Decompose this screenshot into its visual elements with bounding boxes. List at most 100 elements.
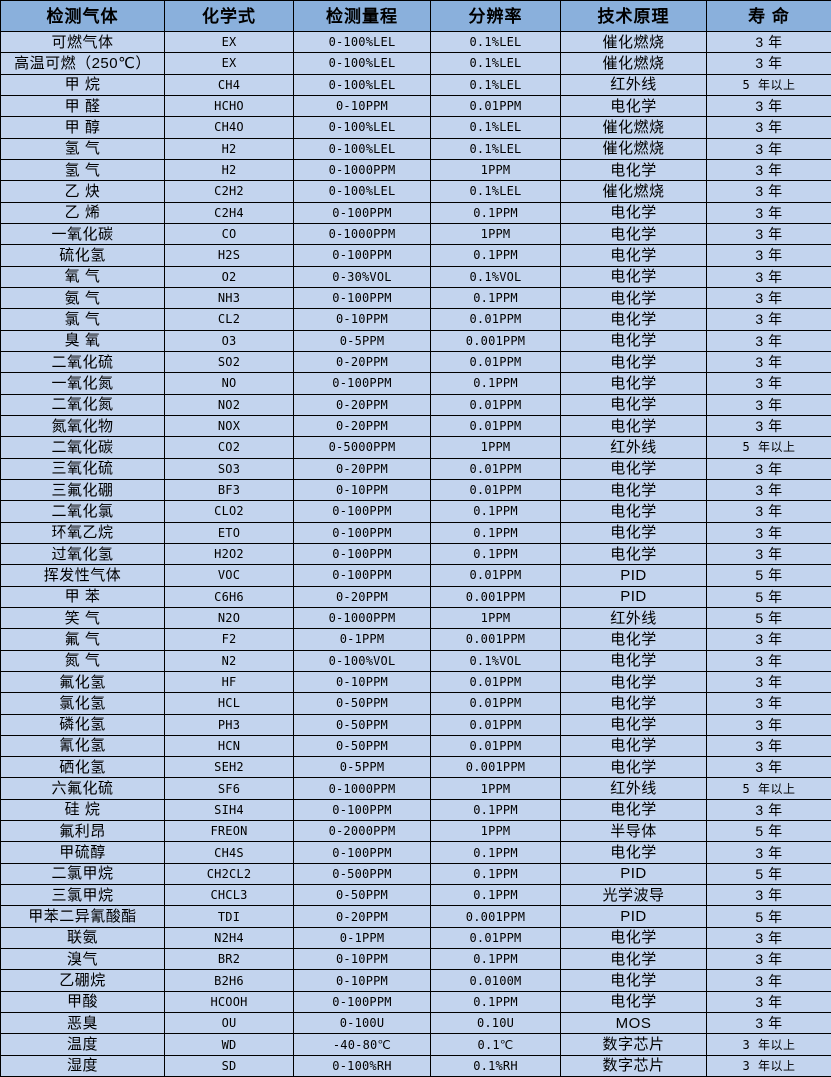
cell-gas: 乙 炔 [1, 181, 165, 202]
cell-resolution: 0.01PPM [431, 309, 561, 330]
cell-resolution: 0.1PPM [431, 885, 561, 906]
cell-principle: 红外线 [561, 437, 707, 458]
cell-formula: HCL [165, 693, 294, 714]
cell-range: 0-50PPM [294, 885, 431, 906]
cell-resolution: 0.001PPM [431, 586, 561, 607]
cell-life: 3 年 [707, 202, 831, 223]
cell-range: 0-1PPM [294, 927, 431, 948]
cell-principle: 电化学 [561, 373, 707, 394]
cell-principle: 电化学 [561, 927, 707, 948]
cell-formula: O2 [165, 266, 294, 287]
cell-formula: O3 [165, 330, 294, 351]
cell-range: 0-20PPM [294, 586, 431, 607]
cell-life: 3 年 [707, 394, 831, 415]
cell-life: 3 年 [707, 714, 831, 735]
cell-life: 3 年 [707, 479, 831, 500]
cell-life: 3 年 [707, 991, 831, 1012]
cell-life: 5 年 [707, 586, 831, 607]
cell-life: 3 年 [707, 885, 831, 906]
cell-principle: 催化燃烧 [561, 117, 707, 138]
cell-principle: 电化学 [561, 501, 707, 522]
cell-range: 0-10PPM [294, 95, 431, 116]
cell-principle: 电化学 [561, 693, 707, 714]
cell-gas: 过氧化氢 [1, 543, 165, 564]
cell-gas: 高温可燃（250℃） [1, 53, 165, 74]
cell-resolution: 0.1%LEL [431, 53, 561, 74]
cell-formula: TDI [165, 906, 294, 927]
cell-life: 3 年 [707, 245, 831, 266]
cell-range: 0-10PPM [294, 970, 431, 991]
cell-life: 3 年 [707, 735, 831, 756]
cell-formula: CH4S [165, 842, 294, 863]
cell-range: 0-100%LEL [294, 138, 431, 159]
cell-gas: 二氧化硫 [1, 351, 165, 372]
cell-life: 3 年 [707, 650, 831, 671]
cell-life: 3 年 [707, 522, 831, 543]
cell-principle: 数字芯片 [561, 1055, 707, 1076]
cell-life: 3 年 [707, 543, 831, 564]
cell-principle: PID [561, 565, 707, 586]
cell-range: 0-5PPM [294, 757, 431, 778]
cell-resolution: 0.1%VOL [431, 650, 561, 671]
cell-formula: F2 [165, 629, 294, 650]
cell-range: 0-20PPM [294, 351, 431, 372]
cell-resolution: 0.1%LEL [431, 117, 561, 138]
cell-formula: CH4 [165, 74, 294, 95]
cell-life: 3 年 [707, 95, 831, 116]
cell-life: 3 年 [707, 970, 831, 991]
cell-life: 3 年 [707, 330, 831, 351]
cell-life: 5 年 [707, 607, 831, 628]
cell-gas: 温度 [1, 1034, 165, 1055]
cell-formula: CO2 [165, 437, 294, 458]
cell-resolution: 0.1%LEL [431, 181, 561, 202]
cell-gas: 甲 醛 [1, 95, 165, 116]
cell-formula: HF [165, 671, 294, 692]
cell-resolution: 1PPM [431, 223, 561, 244]
cell-gas: 氯化氢 [1, 693, 165, 714]
cell-range: 0-20PPM [294, 415, 431, 436]
cell-formula: H2S [165, 245, 294, 266]
cell-resolution: 0.01PPM [431, 458, 561, 479]
cell-formula: H2 [165, 138, 294, 159]
cell-resolution: 0.1%VOL [431, 266, 561, 287]
cell-formula: EX [165, 53, 294, 74]
cell-range: 0-100PPM [294, 799, 431, 820]
cell-gas: 六氟化硫 [1, 778, 165, 799]
cell-gas: 甲硫醇 [1, 842, 165, 863]
cell-formula: OU [165, 1013, 294, 1034]
cell-formula: BR2 [165, 949, 294, 970]
cell-range: 0-100PPM [294, 543, 431, 564]
cell-gas: 氧 气 [1, 266, 165, 287]
column-header-principle: 技术原理 [561, 1, 707, 32]
cell-gas: 笑 气 [1, 607, 165, 628]
cell-formula: HCHO [165, 95, 294, 116]
cell-principle: 电化学 [561, 394, 707, 415]
cell-range: 0-1000PPM [294, 607, 431, 628]
cell-formula: NOX [165, 415, 294, 436]
cell-principle: 电化学 [561, 266, 707, 287]
cell-gas: 甲 醇 [1, 117, 165, 138]
cell-resolution: 0.1PPM [431, 799, 561, 820]
cell-principle: 电化学 [561, 223, 707, 244]
cell-principle: 红外线 [561, 778, 707, 799]
cell-formula: NO [165, 373, 294, 394]
cell-formula: BF3 [165, 479, 294, 500]
cell-resolution: 0.1%LEL [431, 32, 561, 53]
cell-gas: 一氧化氮 [1, 373, 165, 394]
cell-gas: 三氟化硼 [1, 479, 165, 500]
cell-resolution: 0.1PPM [431, 245, 561, 266]
cell-gas: 硒化氢 [1, 757, 165, 778]
cell-range: 0-100%LEL [294, 32, 431, 53]
cell-life: 3 年 [707, 266, 831, 287]
